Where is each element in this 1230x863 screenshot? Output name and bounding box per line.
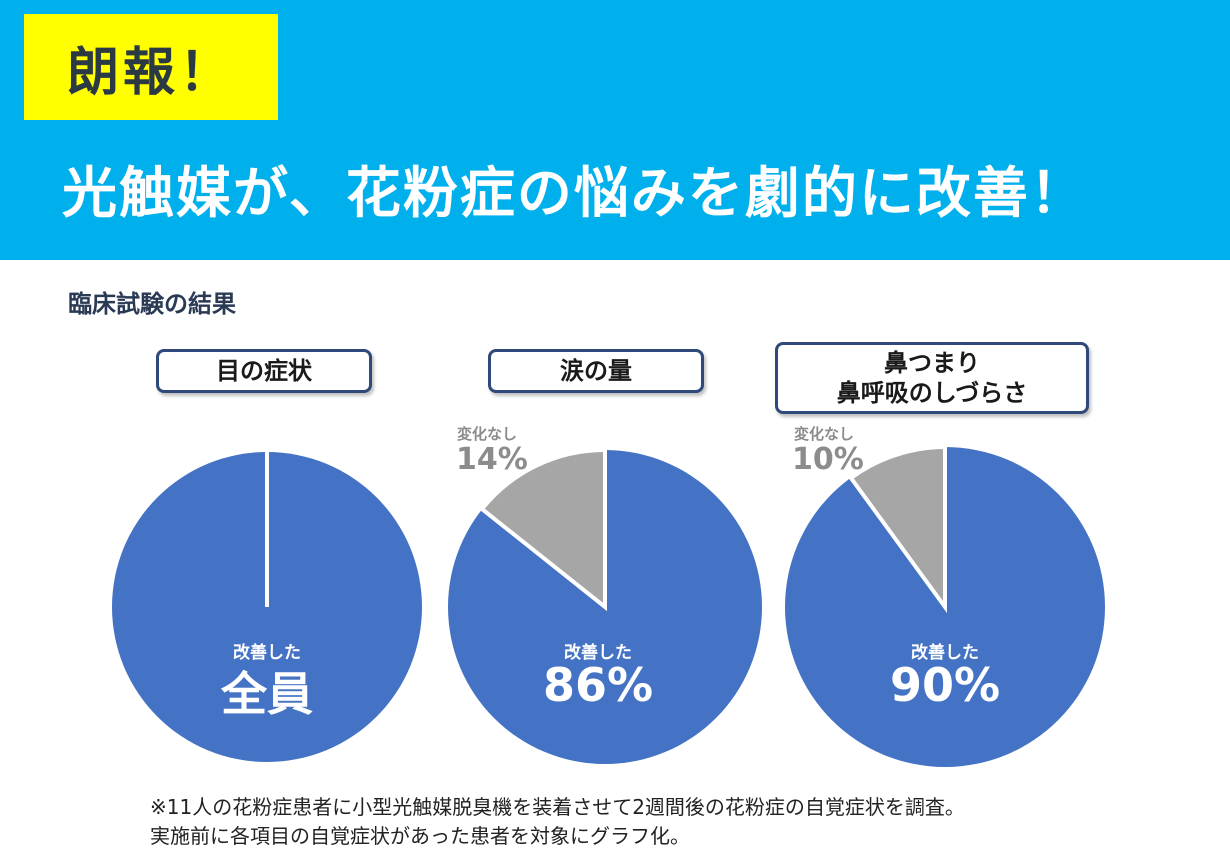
chart-title-nasal: 鼻つまり 鼻呼吸のしづらさ — [775, 342, 1089, 414]
improved-label: 改善した — [233, 643, 301, 663]
footnote-line-1: ※11人の花粉症患者に小型光触媒脱臭機を装着させて2週間後の花粉症の自覚症状を調… — [150, 795, 965, 819]
footnote-line-2: 実施前に各項目の自覚症状があった患者を対象にグラフ化。 — [150, 824, 690, 848]
pie-eye-symptoms — [112, 452, 422, 762]
chart-title-eye-symptoms: 目の症状 — [156, 349, 372, 393]
header-banner: 朗報！ 光触媒が、花粉症の悩みを劇的に改善！ — [0, 0, 1230, 260]
chart-title-text: 目の症状 — [216, 357, 312, 385]
slice-unchanged — [479, 447, 607, 612]
chart-title-text: 涙の量 — [560, 357, 632, 385]
footnote: ※11人の花粉症患者に小型光触媒脱臭機を装着させて2週間後の花粉症の自覚症状を調… — [150, 793, 965, 851]
unchanged-label: 変化なし — [794, 425, 855, 443]
unchanged-label: 変化なし — [457, 425, 518, 443]
improved-label: 改善した — [564, 643, 632, 663]
section-title: 臨床試験の結果 — [68, 290, 236, 318]
unchanged-value: 10% — [792, 442, 864, 477]
pie-nasal — [785, 444, 1105, 767]
improved-label: 改善した — [911, 643, 979, 663]
slice-unchanged — [848, 444, 947, 614]
announcement-badge: 朗報！ — [24, 14, 278, 120]
badge-text: 朗報！ — [66, 42, 235, 103]
chart-title-tears: 涙の量 — [488, 349, 704, 393]
unchanged-value: 14% — [456, 442, 528, 477]
improved-value: 86% — [542, 658, 654, 712]
improved-value: 90% — [889, 658, 1001, 712]
chart-title-text-line2: 鼻呼吸のしづらさ — [836, 379, 1028, 407]
pie-tears — [448, 447, 762, 764]
improved-value: 全員 — [221, 667, 313, 721]
chart-title-text-line1: 鼻つまり — [884, 349, 980, 377]
headline: 光触媒が、花粉症の悩みを劇的に改善！ — [62, 161, 1087, 225]
